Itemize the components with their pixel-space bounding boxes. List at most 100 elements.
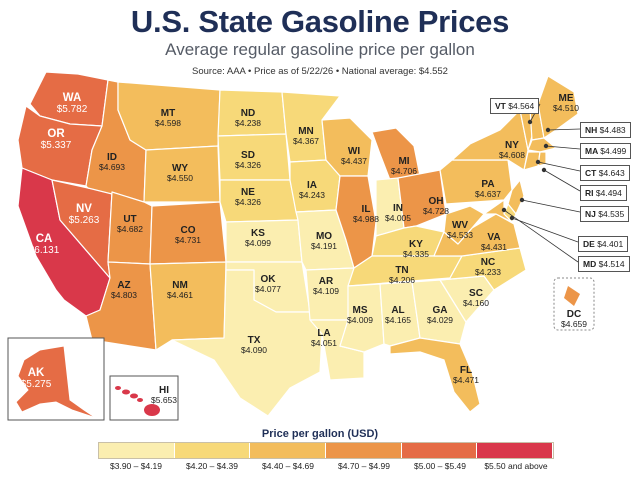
label-FL-code: FL	[460, 365, 472, 376]
label-GA-code: GA	[433, 305, 448, 316]
svg-text:KS$4.099: KS $4.099	[245, 228, 271, 248]
label-NM-price: $4.461	[167, 290, 193, 300]
label-LA-price: $4.051	[311, 338, 337, 348]
label-IA-code: IA	[307, 180, 317, 191]
state-HI	[115, 386, 160, 416]
label-TX-code: TX	[248, 335, 261, 346]
callout-CT-code: CT	[585, 168, 597, 178]
svg-text:SC$4.160: SC $4.160	[463, 288, 489, 308]
legend-color-bar	[98, 442, 554, 459]
callout-CT-price: $4.643	[598, 168, 625, 178]
callout-NH: NH $4.483	[580, 122, 631, 138]
label-NY-price: $4.608	[499, 150, 525, 160]
legend-swatch-1	[99, 443, 175, 458]
label-UT-price: $4.682	[117, 224, 143, 234]
svg-text:FL$4.471: FL $4.471	[453, 365, 479, 385]
label-AK-price: $5.275	[21, 379, 52, 390]
label-MT-price: $4.598	[155, 118, 181, 128]
state-RI	[537, 151, 547, 167]
svg-text:VA$4.431: VA $4.431	[481, 232, 507, 252]
label-IN-price: $4.005	[385, 213, 411, 223]
svg-text:AR$4.109: AR $4.109	[313, 276, 339, 296]
state-NC	[439, 247, 527, 291]
svg-text:WI$4.437: WI $4.437	[341, 146, 367, 166]
svg-text:WY$4.550: WY $4.550	[167, 163, 193, 183]
label-IN-code: IN	[393, 203, 403, 214]
callout-RI: RI $4.494	[580, 185, 627, 201]
label-WI-price: $4.437	[341, 156, 367, 166]
label-TN-code: TN	[395, 265, 408, 276]
callout-VT-price: $4.564	[508, 101, 535, 111]
callout-MD-price: $4.514	[598, 259, 625, 269]
svg-text:ND$4.238: ND $4.238	[235, 108, 261, 128]
label-CO-price: $4.731	[175, 235, 201, 245]
label-KS-code: KS	[251, 228, 265, 239]
callout-RI-price: $4.494	[595, 188, 622, 198]
label-IA-price: $4.243	[299, 190, 325, 200]
callout-NH-code: NH	[585, 125, 598, 135]
state-TX	[171, 269, 323, 417]
svg-text:WV$4.533: WV $4.533	[447, 220, 473, 240]
label-AZ-price: $4.803	[111, 290, 137, 300]
label-KS-price: $4.099	[245, 238, 271, 248]
svg-text:AK$5.275: AK $5.275	[21, 367, 52, 390]
svg-text:IL$4.988: IL $4.988	[353, 204, 379, 224]
label-NV-code: NV	[76, 203, 92, 215]
callout-MA: MA $4.499	[580, 143, 632, 159]
label-CA-price: $6.131	[29, 245, 60, 256]
label-KY-price: $4.335	[403, 249, 429, 259]
callout-VT-code: VT	[495, 101, 506, 111]
label-WY-price: $4.550	[167, 173, 193, 183]
label-MN-price: $4.367	[293, 136, 319, 146]
legend-label-4: $4.70 – $4.99	[338, 461, 390, 471]
svg-text:AL$4.165: AL $4.165	[385, 305, 411, 325]
svg-text:SD$4.326: SD $4.326	[235, 150, 261, 170]
label-VA-price: $4.431	[481, 242, 507, 252]
callout-MD: MD $4.514	[578, 256, 630, 272]
label-IL-code: IL	[362, 204, 371, 215]
callout-MA-code: MA	[585, 146, 598, 156]
legend-swatch-6	[477, 443, 554, 458]
svg-text:OR$5.337: OR $5.337	[41, 128, 72, 151]
label-NC-price: $4.233	[475, 267, 501, 277]
callout-leaders	[501, 103, 581, 263]
label-ID-code: ID	[107, 152, 117, 163]
label-HI-code: HI	[159, 385, 169, 396]
svg-text:NV$5.263: NV $5.263	[69, 203, 100, 226]
svg-text:TX$4.090: TX $4.090	[241, 335, 267, 355]
label-AR-price: $4.109	[313, 286, 339, 296]
svg-text:IA$4.243: IA $4.243	[299, 180, 325, 200]
callout-DE-price: $4.401	[597, 239, 624, 249]
legend-swatch-5	[401, 443, 478, 458]
svg-text:TN$4.206: TN $4.206	[389, 265, 415, 285]
label-DC-price: $4.659	[561, 319, 587, 329]
state-OH	[397, 169, 447, 229]
label-DC-code: DC	[567, 309, 581, 320]
label-AK-code: AK	[28, 367, 45, 379]
label-SD-code: SD	[241, 150, 255, 161]
svg-text:MO$4.191: MO $4.191	[311, 231, 337, 251]
label-AL-code: AL	[391, 305, 404, 316]
label-SD-price: $4.326	[235, 160, 261, 170]
label-WI-code: WI	[348, 146, 360, 157]
label-AZ-code: AZ	[117, 280, 130, 291]
svg-text:CO$4.731: CO $4.731	[175, 225, 201, 245]
svg-text:ID$4.693: ID $4.693	[99, 152, 125, 172]
label-MO-price: $4.191	[311, 241, 337, 251]
svg-text:NC$4.233: NC $4.233	[475, 257, 501, 277]
label-ND-price: $4.238	[235, 118, 261, 128]
legend-label-1: $3.90 – $4.19	[110, 461, 162, 471]
svg-text:IN$4.005: IN $4.005	[385, 203, 411, 223]
legend-labels: $3.90 – $4.19 $4.20 – $4.39 $4.40 – $4.69 $…	[98, 461, 554, 471]
label-OK-price: $4.077	[255, 284, 281, 294]
label-FL-price: $4.471	[453, 375, 479, 385]
map-subtitle: Average regular gasoline price per gallo…	[165, 40, 475, 59]
label-NV-price: $5.263	[69, 215, 100, 226]
state-MD	[483, 199, 513, 223]
label-CO-code: CO	[181, 225, 196, 236]
svg-text:MT$4.598: MT $4.598	[155, 108, 181, 128]
label-OH-code: OH	[429, 196, 444, 207]
label-SC-code: SC	[469, 288, 483, 299]
label-ND-code: ND	[241, 108, 255, 119]
